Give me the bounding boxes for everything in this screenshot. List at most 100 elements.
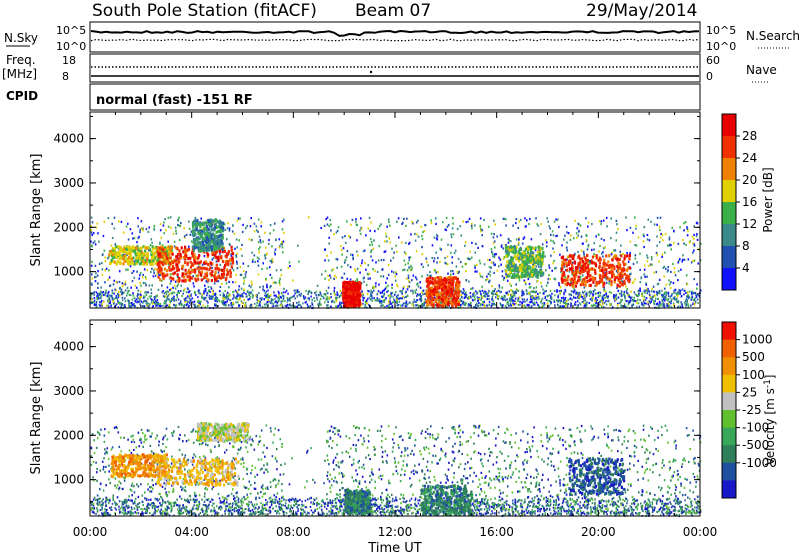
range-cell — [108, 298, 111, 301]
range-cell — [405, 300, 408, 303]
range-cell — [663, 291, 666, 294]
range-cell — [657, 297, 659, 301]
range-cell — [331, 269, 333, 272]
range-cell — [511, 293, 513, 296]
range-cell — [290, 296, 292, 299]
range-cell — [191, 276, 194, 280]
range-cell — [118, 245, 121, 249]
range-cell — [267, 298, 269, 301]
range-cell — [209, 231, 212, 235]
range-cell — [293, 305, 296, 308]
range-cell — [420, 300, 422, 303]
range-cell — [325, 297, 327, 300]
range-cell — [243, 304, 246, 307]
range-cell — [486, 275, 488, 278]
range-cell — [163, 221, 165, 224]
range-cell — [360, 304, 362, 308]
range-cell — [655, 251, 658, 254]
range-cell — [187, 268, 191, 272]
range-cell — [237, 293, 240, 296]
range-cell — [365, 301, 367, 304]
range-cell — [149, 249, 152, 253]
range-cell — [107, 304, 110, 307]
range-cell — [107, 299, 109, 302]
range-cell — [136, 241, 138, 244]
range-cell — [405, 241, 407, 244]
cpid-panel: CPID normal (fast) -151 RF — [6, 83, 701, 111]
range-cell — [148, 248, 150, 251]
range-cell — [172, 286, 174, 289]
range-cell — [340, 294, 342, 297]
range-cell — [134, 299, 136, 302]
range-cell — [319, 290, 321, 293]
range-cell — [331, 300, 333, 303]
range-cell — [371, 295, 373, 298]
range-cell — [383, 299, 385, 302]
range-cell — [90, 292, 92, 295]
range-cell — [665, 297, 667, 300]
range-cell — [540, 299, 543, 302]
range-cell — [356, 250, 358, 253]
range-cell — [276, 304, 278, 307]
range-cell — [156, 272, 159, 275]
range-cell — [193, 242, 196, 246]
range-cell — [683, 258, 686, 261]
range-cell — [431, 244, 434, 247]
range-cell — [288, 304, 290, 306]
range-cell — [517, 243, 520, 246]
range-cell — [176, 294, 178, 297]
range-cell — [225, 297, 227, 300]
range-cell — [416, 299, 418, 301]
range-cell — [281, 220, 284, 223]
range-cell — [501, 244, 503, 247]
range-cell — [150, 288, 152, 291]
range-cell — [693, 225, 695, 228]
range-cell — [306, 303, 309, 306]
range-cell — [287, 266, 290, 269]
range-cell — [259, 246, 261, 249]
range-cell — [495, 296, 497, 299]
range-cell — [103, 220, 106, 223]
range-cell — [225, 273, 228, 277]
range-cell — [271, 245, 273, 248]
range-cell — [350, 293, 353, 297]
range-cell — [391, 247, 393, 250]
range-cell — [396, 285, 399, 288]
range-cell — [210, 273, 214, 277]
range-cell — [281, 305, 284, 308]
range-cell — [405, 224, 407, 227]
range-cell — [152, 299, 155, 302]
range-cell — [587, 221, 590, 224]
range-cell — [304, 296, 307, 299]
range-cell — [391, 291, 394, 294]
range-cell — [95, 306, 98, 308]
range-cell — [601, 300, 603, 303]
range-cell — [672, 304, 675, 307]
range-cell — [481, 289, 484, 292]
range-cell — [600, 237, 603, 240]
range-cell — [403, 251, 406, 254]
range-cell — [274, 297, 276, 300]
range-cell — [182, 272, 185, 276]
range-cell — [385, 232, 387, 235]
range-cell — [531, 298, 533, 301]
range-cell — [389, 224, 391, 227]
range-cell — [323, 297, 325, 300]
range-cell — [128, 249, 131, 252]
range-cell — [356, 279, 359, 282]
range-cell — [214, 219, 218, 223]
range-cell — [577, 222, 580, 225]
range-cell — [623, 305, 626, 308]
range-cell — [99, 296, 102, 299]
range-cell — [556, 290, 558, 293]
range-cell — [218, 250, 222, 253]
range-cell — [255, 225, 258, 228]
range-cell — [175, 259, 178, 263]
range-cell — [218, 300, 221, 303]
range-cell — [650, 220, 652, 223]
range-cell — [117, 296, 120, 299]
range-cell — [269, 286, 271, 289]
range-cell — [500, 245, 503, 248]
range-cell — [110, 258, 113, 262]
range-cell — [190, 300, 192, 302]
